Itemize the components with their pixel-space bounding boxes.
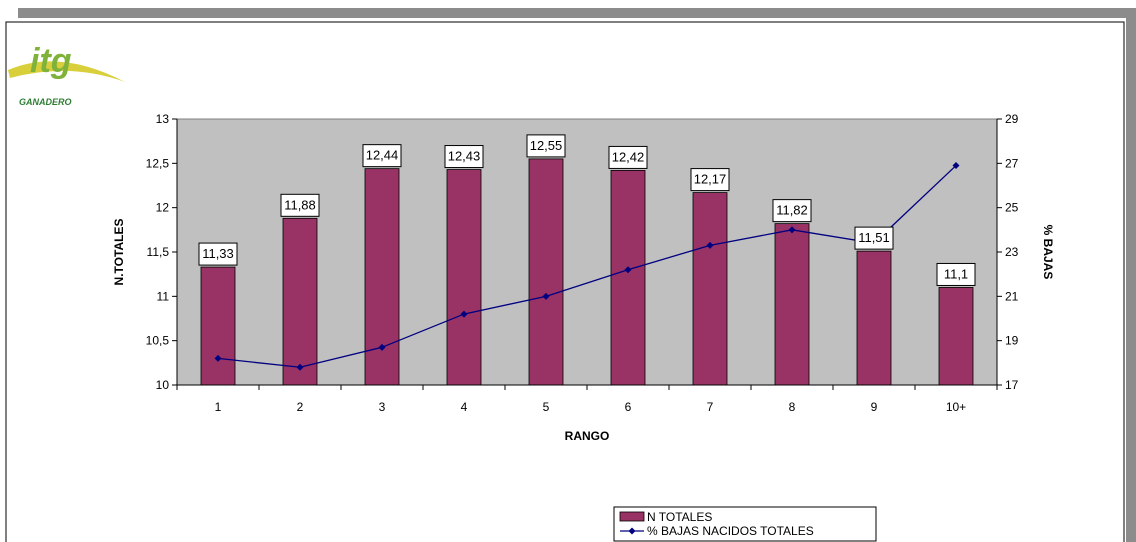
y2-tick-label: 17 — [1005, 378, 1019, 392]
data-label: 11,51 — [858, 230, 890, 245]
line-point — [788, 226, 796, 234]
x-tick-label: 1 — [215, 400, 222, 414]
data-label: 12,44 — [366, 148, 399, 163]
legend-swatch-marker — [628, 527, 636, 535]
legend-swatch-bar — [619, 511, 645, 522]
y2-tick-label: 27 — [1005, 156, 1019, 170]
line-point — [378, 343, 386, 351]
line-point — [296, 363, 304, 371]
y-tick-label: 10,5 — [146, 334, 170, 348]
y-tick-label: 12 — [156, 201, 170, 215]
y-tick-label: 13 — [156, 112, 170, 126]
y-tick-label: 11,5 — [147, 245, 170, 259]
y-tick-label: 10 — [156, 378, 170, 392]
y2-tick-label: 21 — [1005, 289, 1019, 303]
frame-shadow-top — [18, 8, 1136, 18]
bar-series — [200, 158, 974, 386]
data-label-box — [608, 145, 648, 169]
bar — [692, 192, 728, 386]
bar — [446, 169, 482, 386]
y-tick-label: 12,5 — [146, 156, 170, 170]
bar — [282, 217, 318, 386]
x-tick-label: 3 — [379, 400, 386, 414]
data-label: 12,17 — [694, 172, 727, 187]
x-tick-label: 7 — [707, 400, 714, 414]
line-path — [217, 165, 957, 368]
data-label-box — [936, 262, 976, 286]
data-label: 12,43 — [448, 149, 481, 164]
y-axis-title: N.TOTALES — [112, 219, 126, 286]
data-label: 11,82 — [776, 203, 808, 218]
logo-swoosh — [8, 61, 125, 82]
x-tick-label: 9 — [871, 400, 878, 414]
data-label: 12,42 — [612, 149, 645, 164]
x-axis-title: RANGO — [565, 429, 610, 443]
y-tick-label: 11 — [157, 289, 170, 303]
data-label-box — [526, 134, 566, 158]
legend-label-line: % BAJAS NACIDOS TOTALES — [647, 524, 814, 538]
data-labels: 11,33 11,88 12,44 12,43 12,55 12,42 12,17 11,82… — [198, 134, 976, 286]
x-tick-label: 4 — [461, 400, 468, 414]
line-point — [952, 162, 960, 170]
logo-mark: itg — [30, 42, 72, 80]
company-logo: itg GANADERO — [8, 42, 125, 107]
x-tick-label: 6 — [625, 400, 632, 414]
legend-label-bar: N TOTALES — [647, 510, 712, 524]
data-label-box — [854, 226, 894, 250]
bar — [528, 158, 564, 386]
y2-tick-label: 25 — [1005, 201, 1019, 215]
line-point — [624, 266, 632, 274]
data-label-box — [198, 242, 238, 266]
bar — [610, 170, 646, 386]
data-label: 11,1 — [944, 266, 968, 281]
bar — [938, 287, 974, 386]
y2-tick-label: 29 — [1005, 112, 1019, 126]
line-point — [706, 241, 714, 249]
legend: N TOTALES % BAJAS NACIDOS TOTALES — [613, 506, 877, 542]
line-point — [460, 310, 468, 318]
line-point — [542, 292, 550, 300]
data-label: 11,33 — [202, 246, 234, 261]
y2-tick-label: 19 — [1005, 334, 1019, 348]
line-point — [214, 354, 222, 362]
logo-subtitle: GANADERO — [19, 97, 72, 107]
y2-tick-label: 23 — [1005, 245, 1019, 259]
data-label-box — [690, 168, 730, 192]
data-label: 11,88 — [284, 197, 316, 212]
x-tick-label: 8 — [789, 400, 796, 414]
bar — [774, 223, 810, 386]
x-tick-label: 5 — [543, 400, 550, 414]
data-label: 12,55 — [530, 138, 563, 153]
x-tick-label: 10+ — [946, 400, 966, 414]
bar — [856, 250, 892, 386]
y2-axis-title: % BAJAS — [1041, 225, 1055, 280]
data-label-box — [772, 199, 812, 223]
bar — [200, 266, 236, 386]
x-tick-label: 2 — [297, 400, 304, 414]
frame-shadow-right — [1126, 8, 1136, 542]
data-label-box — [444, 145, 484, 169]
legend-box — [613, 506, 877, 542]
bar — [364, 168, 400, 386]
data-label-box — [280, 193, 320, 217]
data-label-box — [362, 144, 402, 168]
